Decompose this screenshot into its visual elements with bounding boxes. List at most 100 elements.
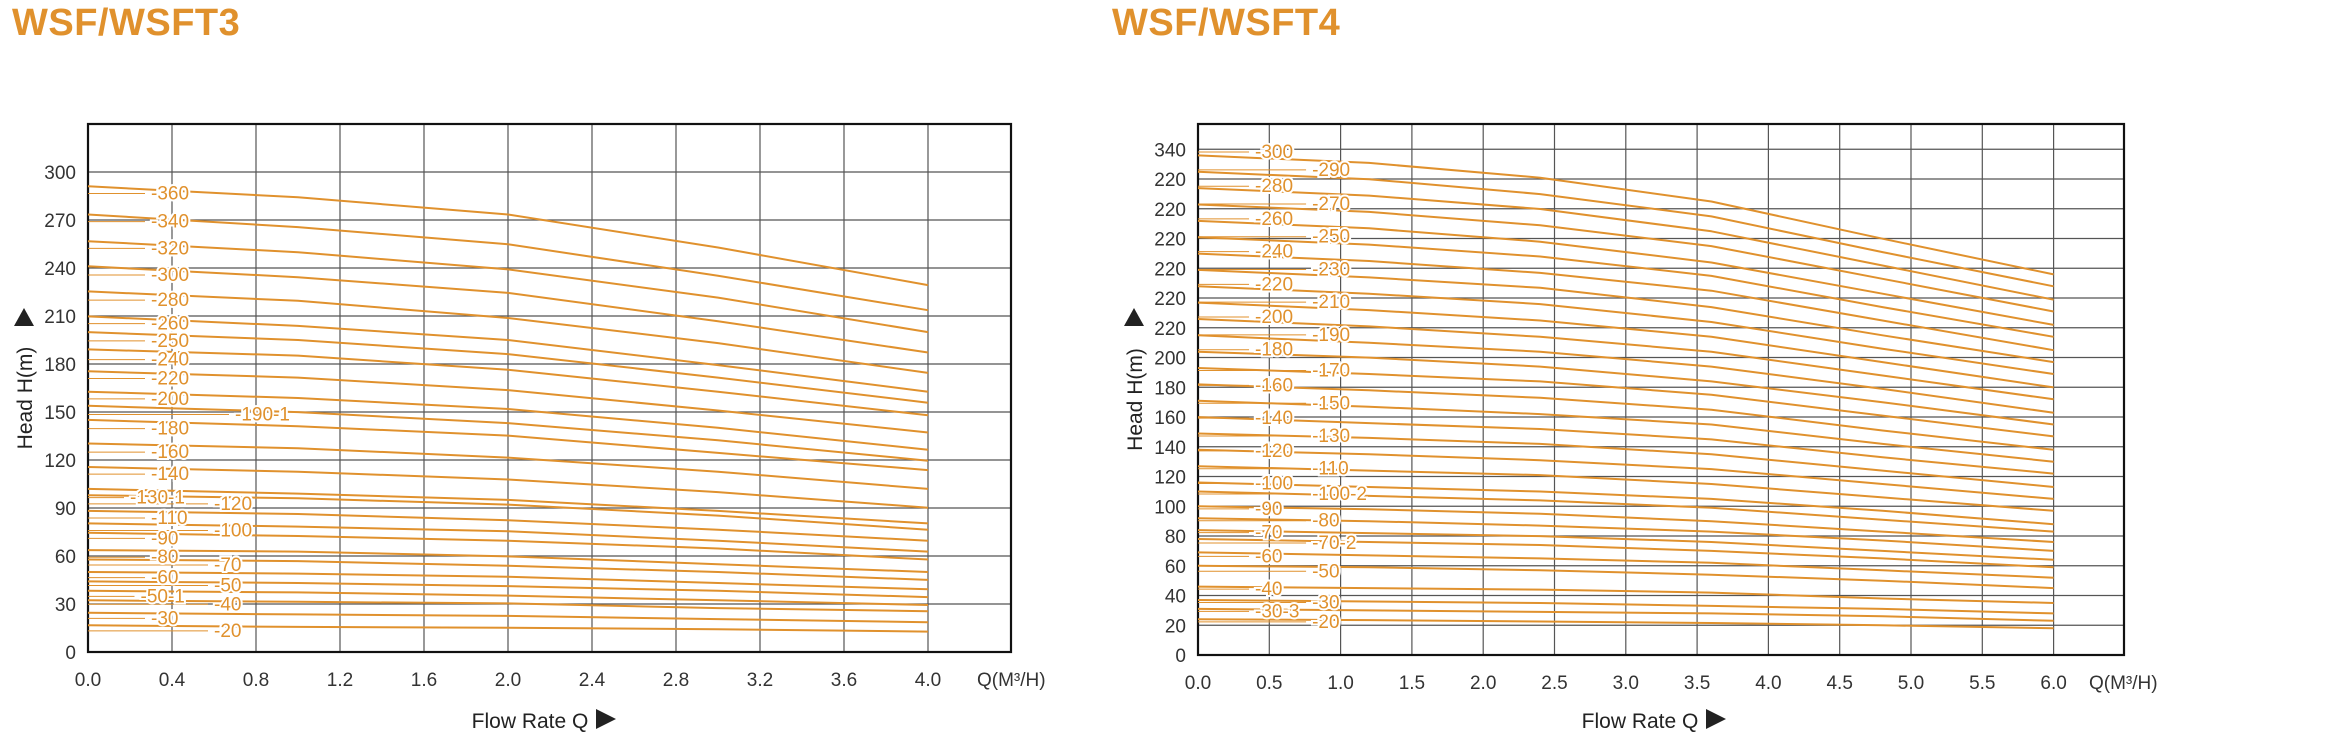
wsft4-x-tick-label: 5.5 <box>1969 673 1995 694</box>
wsft3-curve-label: -120 <box>214 494 252 515</box>
wsft4-series-line-27 <box>1197 564 2054 590</box>
wsft4-y-axis-title: Head H(m) <box>1124 348 1147 451</box>
wsft3-y-tick-label: 180 <box>44 355 76 376</box>
wsft4-y-tick-label: 180 <box>1154 378 1186 399</box>
wsft4-y-tick-label: 340 <box>1154 140 1186 161</box>
wsft3-curve-label: -110 <box>151 508 188 529</box>
wsft3-curve-label: -320 <box>151 238 189 259</box>
wsft4-x-tick-label: 3.5 <box>1684 673 1710 694</box>
wsft4-x-tick-label: 1.5 <box>1399 673 1425 694</box>
wsft4-y-tick-label: 200 <box>1154 349 1186 370</box>
wsft4-y-tick-label: 40 <box>1165 587 1186 608</box>
wsft4-series-line-2 <box>1197 187 2054 301</box>
wsft3-series-line-14 <box>87 487 929 525</box>
wsft4-series-line-18 <box>1197 448 2054 500</box>
wsft3-curve-label: -360 <box>151 183 189 204</box>
wsft3-curve-label: -300 <box>151 265 189 286</box>
wsft3-y-tick-label: 300 <box>44 163 76 184</box>
wsft4-x-tick-label: 3.0 <box>1613 673 1639 694</box>
wsft4-series-line-30 <box>1197 607 2054 622</box>
wsft3-x-tick-label: 4.0 <box>915 670 941 691</box>
wsft3-series-line-19 <box>87 549 929 573</box>
wsft3-curve-label: -20 <box>214 621 241 642</box>
wsft3-x-tick-label: 2.8 <box>663 670 689 691</box>
wsft3-series-line-15 <box>87 494 929 531</box>
wsft3-x-tick-label: 0.4 <box>159 670 186 691</box>
wsft4-y-tick-label: 220 <box>1154 289 1186 310</box>
wsft4-series-line-17 <box>1197 432 2054 488</box>
wsft4-y-tick-label: 220 <box>1154 170 1186 191</box>
wsft4-series-line-0 <box>1197 154 2054 276</box>
wsft4-series-line-5 <box>1197 236 2054 338</box>
wsft4-x-tick-label: 0.0 <box>1185 673 1211 694</box>
wsft3-y-tick-label: 30 <box>55 595 76 616</box>
wsft4-curve-label: -290 <box>1312 160 1350 181</box>
wsft3-series-line-2 <box>87 240 929 334</box>
wsft3-series-line-10 <box>87 404 929 462</box>
wsft3-curve-label: -280 <box>151 290 189 311</box>
wsft3-series-line-21 <box>87 571 929 591</box>
wsft4-series-line-3 <box>1197 203 2054 313</box>
wsft3-series-line-22 <box>87 580 929 599</box>
wsft4-curve-label: -170 <box>1312 361 1350 382</box>
wsft3-y-tick-label: 240 <box>44 259 76 280</box>
wsft4-y-tick-label: 80 <box>1165 527 1186 548</box>
wsft3-series-line-17 <box>87 522 929 553</box>
wsft4-series-line-10 <box>1197 318 2054 401</box>
wsft4-series-line-6 <box>1197 252 2054 352</box>
wsft4-series-line-31 <box>1197 618 2054 630</box>
wsft4-curve-label: -190 <box>1312 325 1350 346</box>
wsft4-curve-label: -300 <box>1255 142 1293 163</box>
wsft3-series-line-25 <box>87 611 929 624</box>
wsft3-y-tick-label: 60 <box>55 547 76 568</box>
wsft4-x-axis-arrow-icon <box>1706 709 1726 729</box>
wsft4-series-line-12 <box>1197 350 2054 426</box>
wsft3-curve-label: -70 <box>214 555 241 576</box>
wsft4-curve-label: -70-2 <box>1312 533 1356 554</box>
wsft3-series-line-13 <box>87 466 929 509</box>
chart-title-wsft4: WSF/WSFT4 <box>1112 2 1341 44</box>
wsft3-curve-label: -130-1 <box>130 488 185 509</box>
wsft3-curve-label: -50-1 <box>141 586 185 607</box>
wsft3-x-tick-label: 0.0 <box>75 670 101 691</box>
wsft4-y-tick-label: 120 <box>1154 468 1186 489</box>
wsft3-series-line-7 <box>87 348 929 417</box>
wsft3-curve-label: -220 <box>151 368 189 389</box>
wsft4-x-unit-label: Q(M³/H) <box>2089 673 2158 694</box>
wsft3-series-line-18 <box>87 531 929 561</box>
wsft3-series-line-0 <box>87 185 929 287</box>
wsft3-curve-label: -50 <box>214 575 241 596</box>
wsft3-curve-label: -180 <box>151 419 189 440</box>
wsft3-curve-label: -260 <box>151 314 189 335</box>
wsft3-series-line-12 <box>87 442 929 490</box>
wsft4-series-line-1 <box>1197 170 2054 288</box>
wsft4-x-tick-label: 1.0 <box>1327 673 1353 694</box>
wsft3-y-tick-label: 210 <box>44 307 76 328</box>
wsft3-curve-label: -200 <box>151 389 189 410</box>
wsft3-x-tick-label: 1.2 <box>327 670 353 691</box>
wsft4-series-line-22 <box>1197 505 2054 543</box>
wsft3-series-line-26 <box>87 624 929 633</box>
wsft4-curve-label: -50 <box>1312 561 1339 582</box>
wsft4-series-line-15 <box>1197 399 2054 463</box>
wsft3-x-tick-label: 3.6 <box>831 670 857 691</box>
wsft4-curve-label: -250 <box>1312 227 1350 248</box>
wsft4-series-line-8 <box>1197 285 2054 375</box>
wsft3-series-line-5 <box>87 315 929 393</box>
wsft3-x-tick-label: 2.0 <box>495 670 521 691</box>
wsft4-series-line-4 <box>1197 219 2054 326</box>
wsft3-x-tick-label: 1.6 <box>411 670 437 691</box>
wsft3-curve-label: -100 <box>214 521 252 542</box>
wsft4-series-line-21 <box>1197 490 2054 533</box>
wsft4-curve-label: -210 <box>1312 292 1350 313</box>
wsft3-y-tick-label: 0 <box>65 643 76 664</box>
wsft4-x-tick-label: 0.5 <box>1256 673 1282 694</box>
wsft3-y-axis-arrow-icon <box>14 308 34 326</box>
wsft3-curve-label: -340 <box>151 212 189 233</box>
wsft3-y-tick-label: 120 <box>44 451 76 472</box>
wsft4-y-axis-arrow-icon <box>1124 308 1144 326</box>
wsft3-series-line-3 <box>87 265 929 354</box>
wsft4-series-line-11 <box>1197 334 2054 414</box>
wsft4-curve-label: -110 <box>1312 459 1349 480</box>
wsft3-curve-label: -90 <box>151 528 178 549</box>
